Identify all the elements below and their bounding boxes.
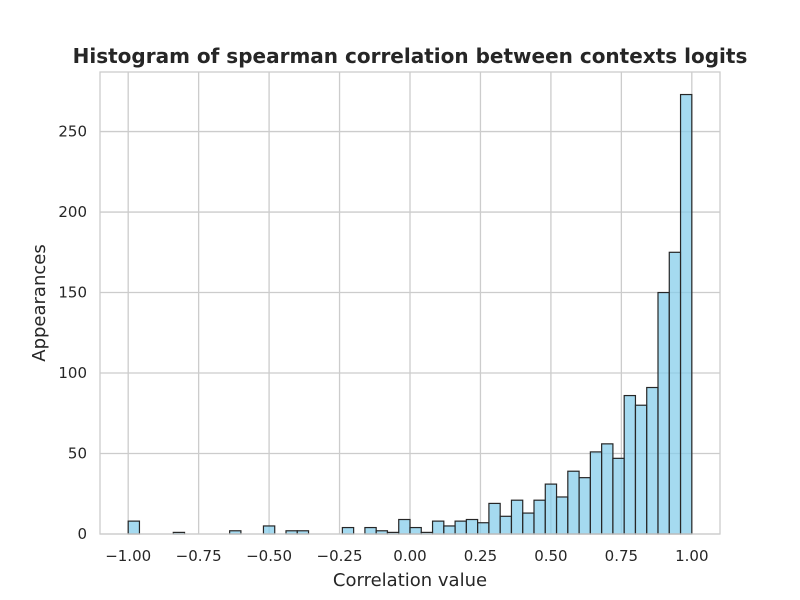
y-tick-label: 50 <box>68 445 87 463</box>
x-tick-label: 0.00 <box>393 547 426 565</box>
histogram-bar <box>431 520 445 535</box>
x-tick-label: 0.50 <box>534 547 567 565</box>
histogram-bar <box>567 470 580 535</box>
y-tick-label: 250 <box>58 123 87 141</box>
histogram-bar <box>679 93 693 535</box>
histogram-bar <box>623 394 637 535</box>
histogram-bar <box>601 443 614 535</box>
grid-layer <box>100 72 720 535</box>
x-tick-label: −0.75 <box>176 547 222 565</box>
histogram-bar <box>522 512 535 535</box>
histogram-bar <box>578 477 591 535</box>
plot-frame <box>99 71 721 535</box>
histogram-bar <box>646 386 659 535</box>
x-tick-label: 1.00 <box>675 547 708 565</box>
x-axis-label: Correlation value <box>333 570 487 591</box>
y-tick-labels: 0 50 100 150 200 250 <box>58 123 87 543</box>
histogram-bar <box>398 518 411 535</box>
chart-title: Histogram of spearman correlation betwee… <box>73 44 748 68</box>
y-tick-label: 200 <box>58 203 87 221</box>
x-tick-labels: −1.00 −0.75 −0.50 −0.25 0.00 0.25 0.50 0.75 1.00 <box>105 547 708 565</box>
y-axis-label: Appearances <box>29 244 50 361</box>
x-tick-label: −0.50 <box>246 547 292 565</box>
histogram-bar <box>589 451 603 535</box>
y-tick-label: 100 <box>58 364 87 382</box>
histogram-bar <box>364 526 377 535</box>
x-tick-label: 0.25 <box>464 547 497 565</box>
histogram-bar <box>454 520 467 535</box>
histogram-bar <box>127 520 141 535</box>
histogram-bar <box>341 526 355 535</box>
histogram-bar <box>612 457 625 535</box>
histogram-bar <box>488 502 501 535</box>
histogram-bar <box>510 499 524 535</box>
histogram-bar <box>533 499 546 535</box>
x-tick-label: −0.25 <box>317 547 363 565</box>
histogram-bar <box>555 496 569 535</box>
histogram-bar <box>465 518 479 535</box>
bars-layer <box>127 93 693 535</box>
histogram-bar <box>262 525 276 535</box>
histogram-bar <box>544 483 558 535</box>
histogram-bar <box>409 526 422 535</box>
histogram-bar <box>477 522 490 535</box>
y-tick-label: 0 <box>77 525 87 543</box>
x-tick-label: −1.00 <box>105 547 151 565</box>
histogram-bar <box>499 515 513 535</box>
x-tick-label: 0.75 <box>605 547 638 565</box>
histogram-bar <box>443 525 456 535</box>
histogram-bar <box>657 291 670 535</box>
histogram-bar <box>634 404 648 535</box>
histogram-bar <box>668 251 682 535</box>
y-tick-label: 150 <box>58 284 87 302</box>
